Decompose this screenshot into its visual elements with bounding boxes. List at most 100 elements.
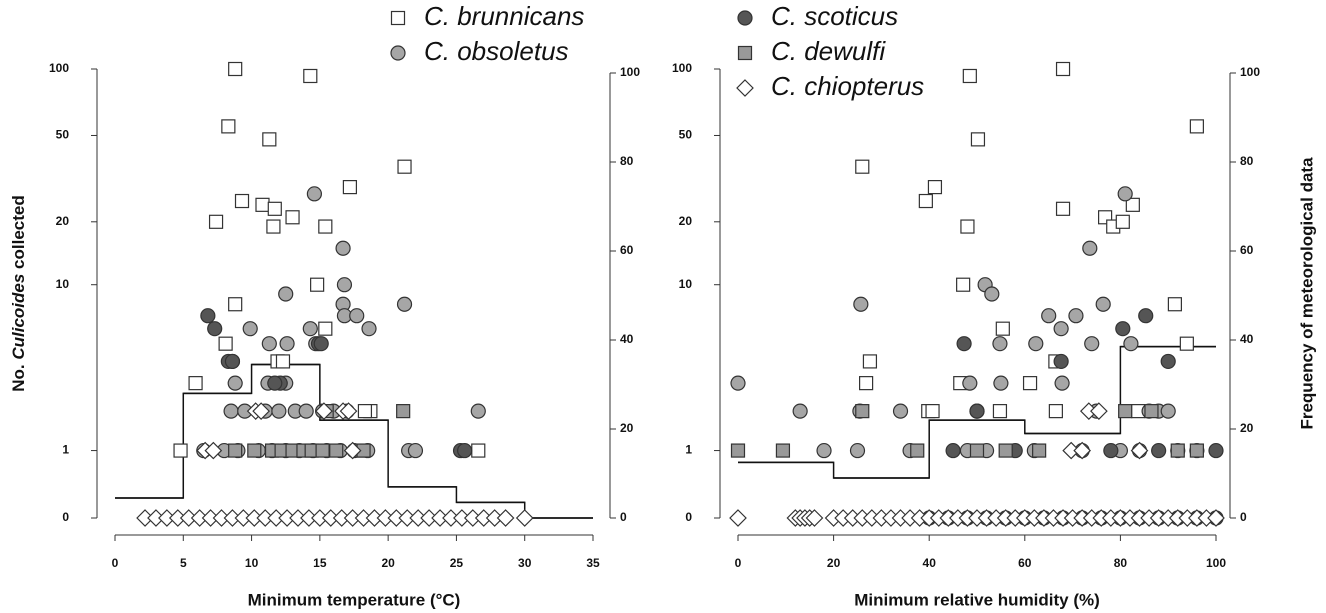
point: [1090, 402, 1108, 420]
point: [956, 336, 972, 352]
point: [266, 219, 281, 234]
point: [1053, 353, 1069, 370]
y-axis-label: No. Culicoides collected: [9, 195, 28, 392]
point: [228, 297, 243, 312]
point: [285, 210, 300, 225]
point: [1022, 376, 1038, 391]
x-tick-label: 0: [735, 556, 742, 570]
y-tick-label: 50: [56, 128, 70, 142]
point: [247, 443, 262, 458]
point: [349, 308, 365, 324]
y2-tick-label: 0: [1240, 510, 1247, 524]
x-tick-label: 35: [586, 556, 600, 570]
point: [1055, 61, 1071, 77]
point: [1167, 297, 1182, 312]
point: [1068, 308, 1084, 324]
x-tick-label: 80: [1114, 556, 1128, 570]
point: [234, 193, 250, 209]
point: [1125, 197, 1140, 212]
point: [339, 402, 358, 420]
y2-axis-label: Frequency of meteorological data: [1297, 157, 1316, 430]
point: [397, 159, 412, 174]
point: [457, 442, 473, 459]
point: [1073, 441, 1092, 460]
point: [992, 336, 1008, 352]
point: [862, 354, 878, 369]
y2-tick-label: 80: [1240, 154, 1254, 168]
point: [962, 68, 977, 84]
point: [1048, 404, 1063, 419]
point: [1115, 214, 1130, 229]
point: [1208, 442, 1224, 459]
point: [204, 441, 223, 460]
y2-tick-label: 20: [620, 421, 634, 435]
point: [998, 443, 1013, 458]
point: [275, 354, 291, 369]
point: [223, 403, 239, 419]
y-tick-label: 10: [56, 277, 70, 291]
y2-tick-label: 40: [620, 332, 634, 346]
point: [1095, 296, 1111, 312]
legend-label: C. obsoletus: [424, 36, 569, 66]
step-connector: [115, 363, 593, 519]
x-tick-label: 5: [180, 556, 187, 570]
point: [992, 404, 1008, 419]
point: [302, 321, 318, 337]
point: [357, 404, 373, 419]
point: [970, 132, 986, 147]
point: [1084, 336, 1100, 352]
y-tick-label: 1: [685, 443, 692, 457]
y2-tick-label: 80: [620, 154, 634, 168]
point: [1207, 509, 1225, 527]
point: [1041, 308, 1057, 324]
point: [1170, 443, 1185, 458]
point: [910, 443, 925, 458]
y2-tick-label: 20: [1240, 421, 1254, 435]
point: [960, 219, 975, 234]
x-tick-label: 25: [450, 556, 464, 570]
point: [407, 442, 424, 459]
point: [1138, 308, 1154, 324]
point: [336, 277, 353, 293]
x-tick-label: 10: [245, 556, 259, 570]
point: [927, 180, 943, 195]
point: [221, 119, 236, 134]
legend-label: C. chiopterus: [771, 71, 924, 101]
x-tick-label: 30: [518, 556, 532, 570]
point: [1032, 443, 1047, 458]
point: [956, 277, 971, 292]
point: [227, 375, 243, 391]
legend-marker: [390, 10, 406, 26]
point: [200, 308, 216, 324]
point: [278, 286, 294, 302]
point: [1144, 404, 1159, 419]
y2-tick-label: 60: [1240, 243, 1254, 257]
point: [995, 321, 1010, 336]
point: [1028, 336, 1044, 352]
point: [892, 403, 909, 419]
y-tick-label: 20: [56, 214, 70, 228]
point: [303, 68, 318, 84]
point: [218, 336, 233, 351]
point: [855, 159, 870, 174]
y-tick-label: 50: [679, 128, 693, 142]
point: [224, 353, 241, 370]
point: [298, 403, 314, 419]
x-tick-label: 40: [923, 556, 937, 570]
point: [318, 219, 333, 234]
point: [315, 402, 333, 420]
point: [1118, 404, 1133, 419]
point: [173, 443, 188, 458]
point: [252, 402, 270, 420]
point: [855, 404, 870, 419]
point: [816, 442, 832, 459]
point: [342, 180, 358, 195]
point: [1189, 443, 1204, 458]
y-axis-label-part: No.: [9, 360, 28, 392]
legend-marker: [737, 45, 753, 61]
point: [1160, 353, 1176, 370]
point: [1055, 201, 1071, 216]
point: [969, 403, 985, 419]
point: [228, 61, 243, 77]
point: [925, 404, 940, 419]
